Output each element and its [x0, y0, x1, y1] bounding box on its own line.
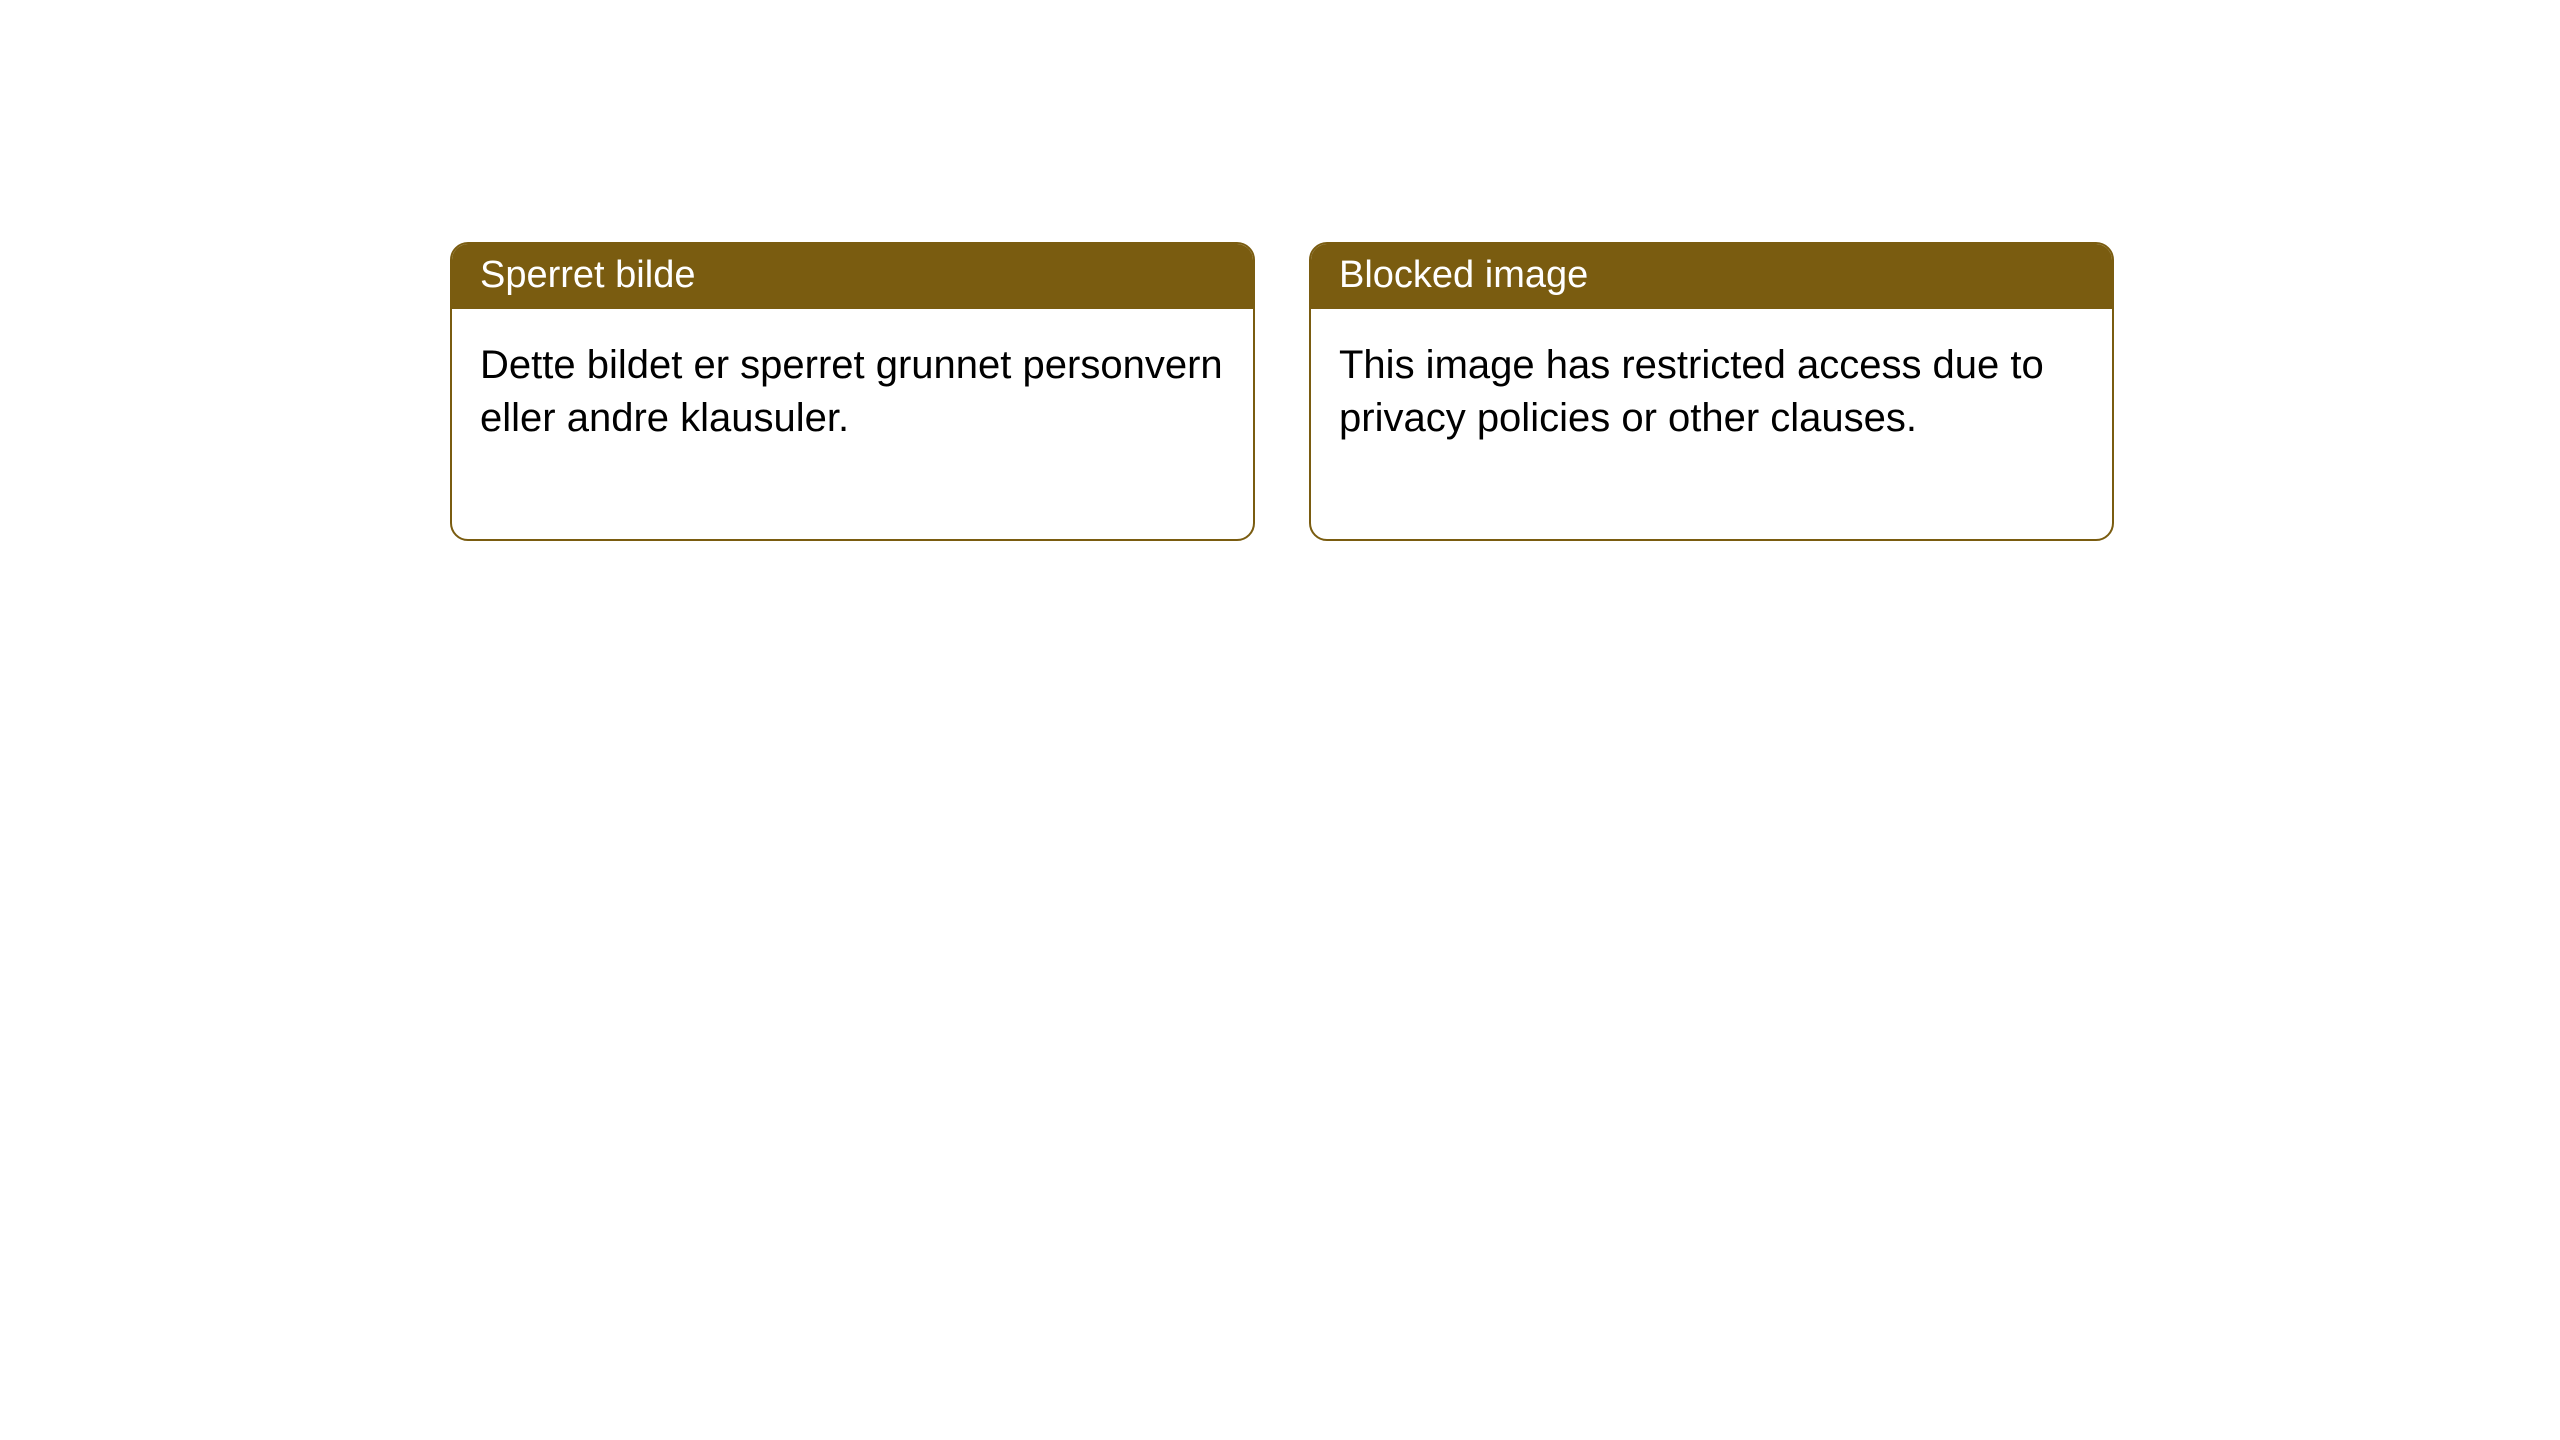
notice-card-english: Blocked image This image has restricted … — [1309, 242, 2114, 541]
notice-card-norwegian: Sperret bilde Dette bildet er sperret gr… — [450, 242, 1255, 541]
notice-title: Sperret bilde — [480, 254, 695, 296]
notice-body-norwegian: Dette bildet er sperret grunnet personve… — [452, 309, 1253, 539]
notice-message: This image has restricted access due to … — [1339, 343, 2044, 440]
notice-title: Blocked image — [1339, 254, 1588, 296]
notice-body-english: This image has restricted access due to … — [1311, 309, 2112, 539]
notice-header-norwegian: Sperret bilde — [452, 244, 1253, 309]
notice-container: Sperret bilde Dette bildet er sperret gr… — [450, 242, 2114, 541]
notice-header-english: Blocked image — [1311, 244, 2112, 309]
notice-message: Dette bildet er sperret grunnet personve… — [480, 343, 1223, 440]
